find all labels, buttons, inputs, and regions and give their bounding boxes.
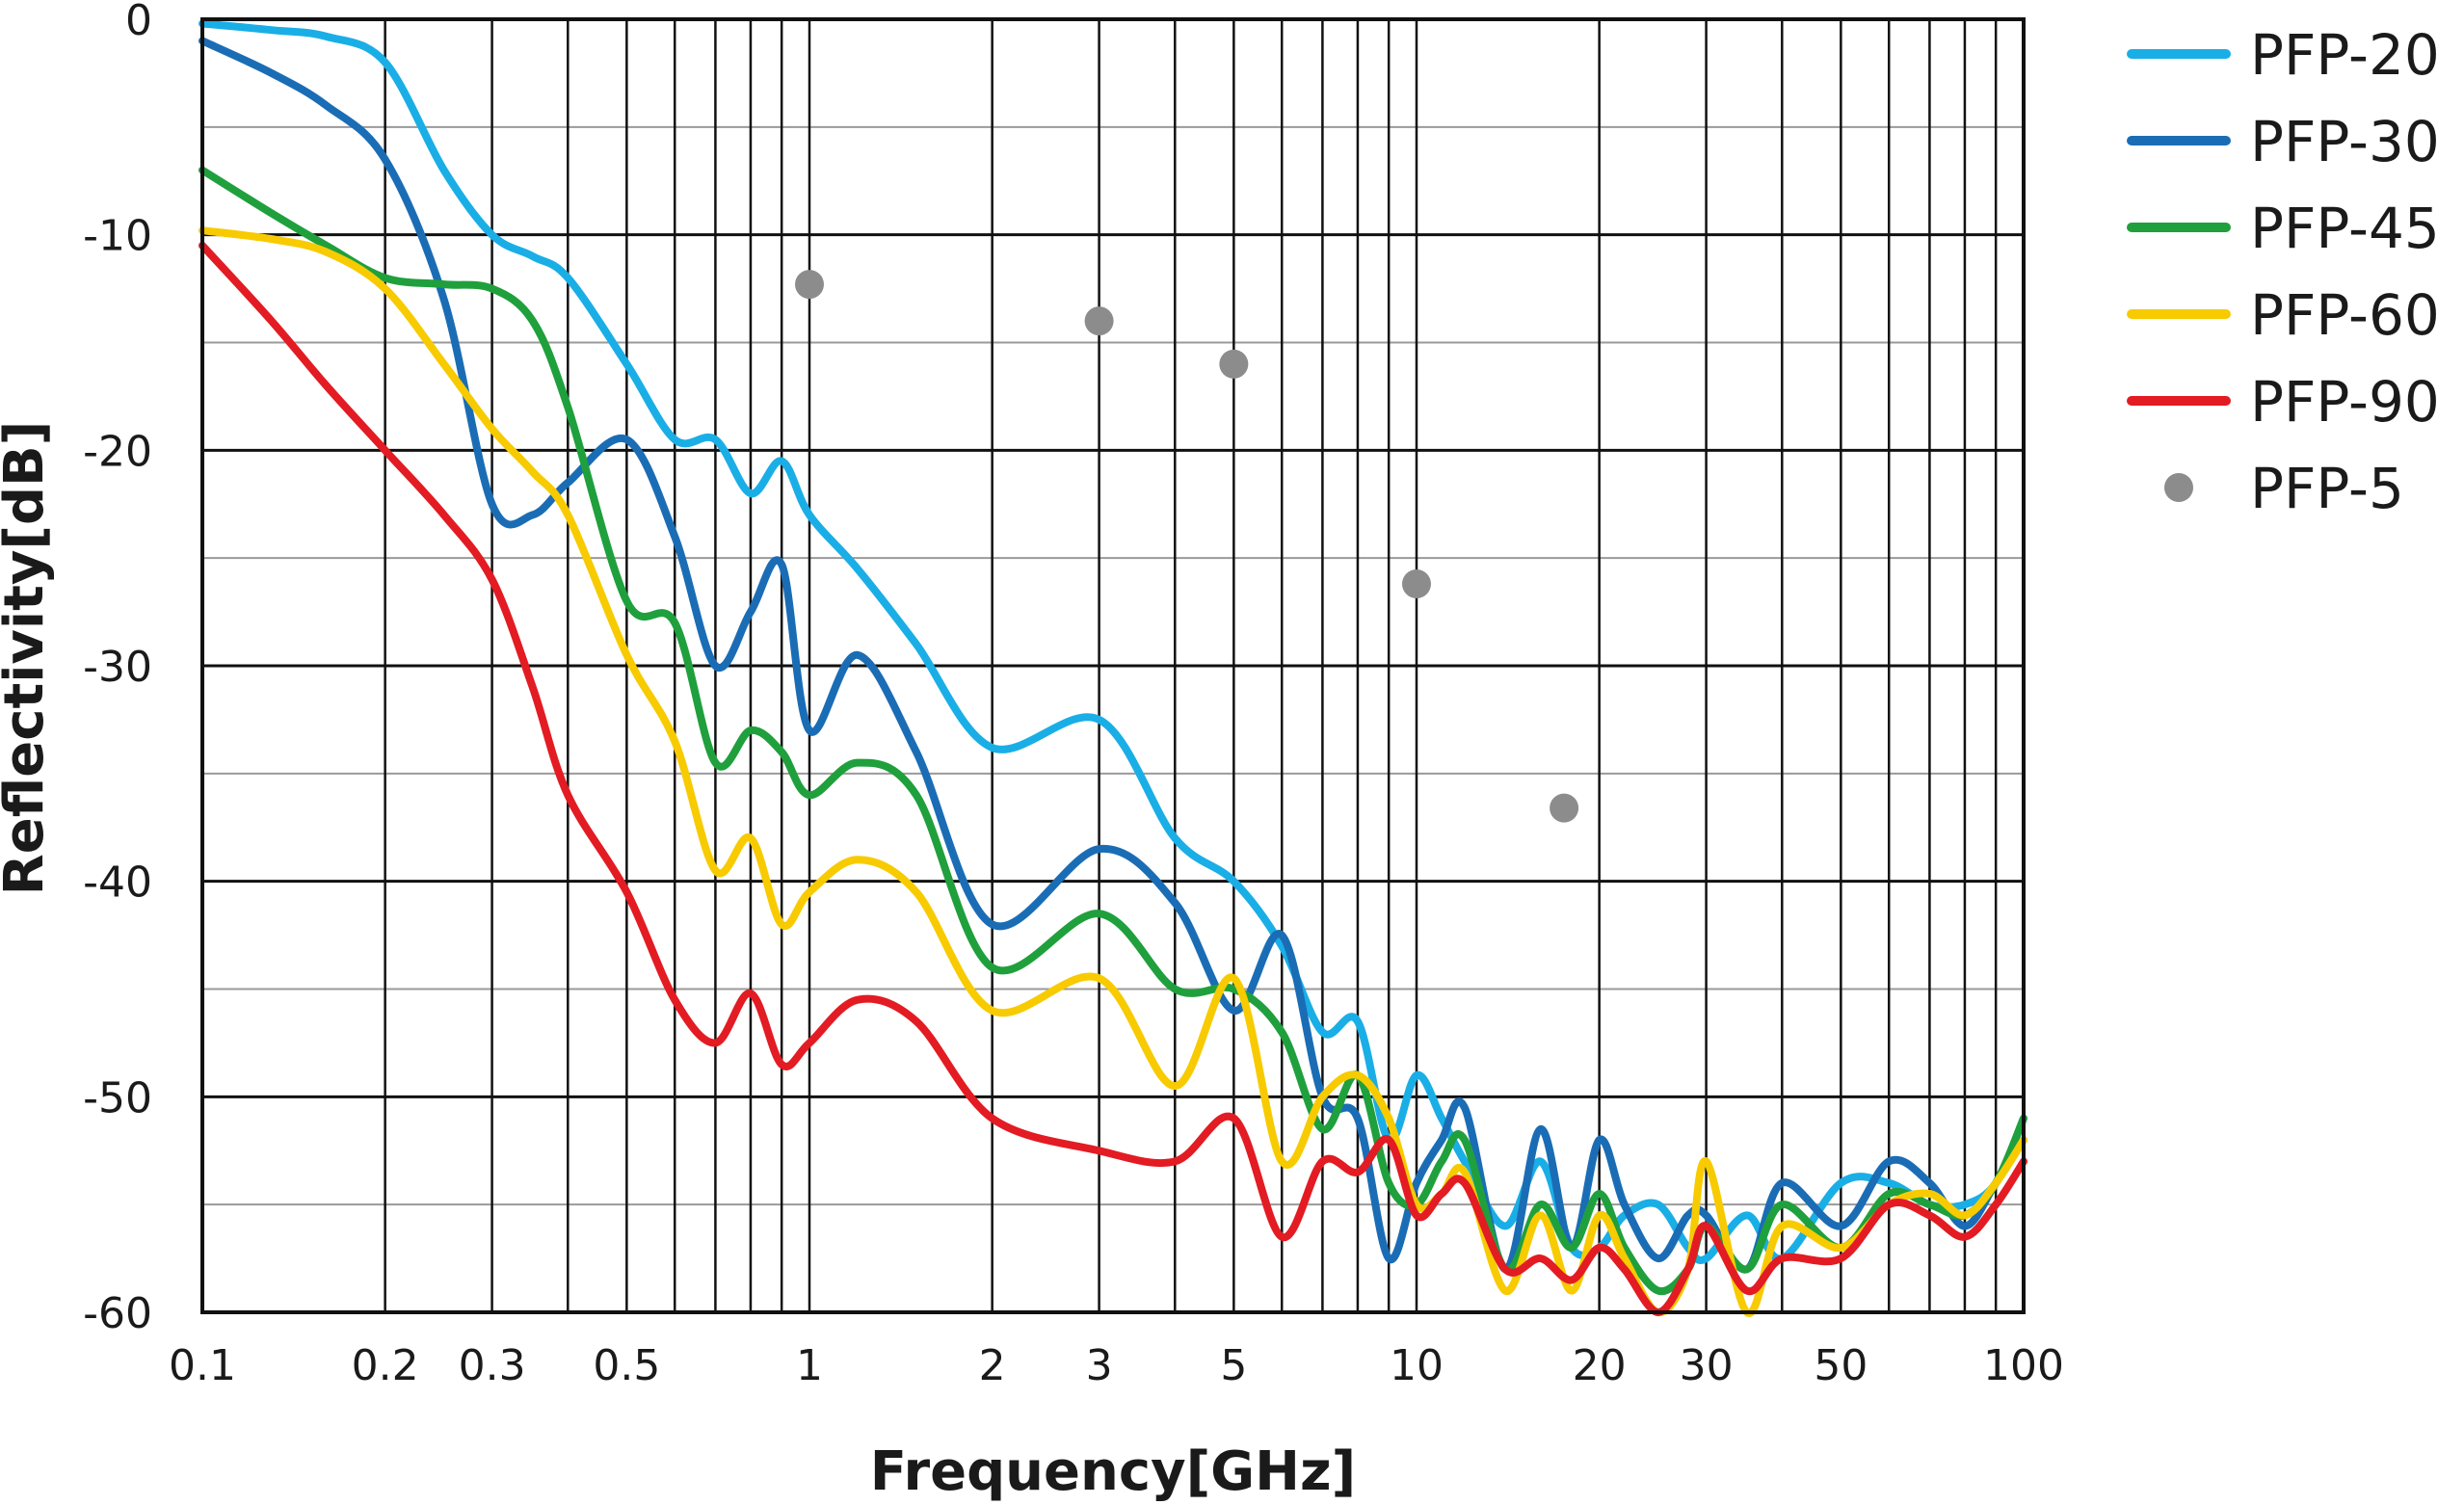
legend-entry: PFP-30 <box>2127 109 2440 174</box>
series-line <box>199 19 2027 1264</box>
x-tick-label: 20 <box>1573 1341 1627 1390</box>
x-tick-label: 10 <box>1390 1341 1444 1390</box>
data-point-marker <box>1219 349 1249 379</box>
legend-label: PFP-5 <box>2250 456 2404 521</box>
tick-labels: 0.1 0.2 0.3 0.5 1 2 3 5 10 20 30 50 100 0 -10 -20 -30 -40… <box>83 0 2064 1390</box>
plot-frame <box>200 17 2026 1314</box>
legend-label: PFP-30 <box>2250 109 2440 174</box>
x-tick-label: 0.2 <box>352 1341 419 1390</box>
x-tick-label: 0.1 <box>169 1341 236 1390</box>
y-tick-label: -60 <box>83 1289 152 1338</box>
x-tick-label: 5 <box>1220 1341 1247 1390</box>
y-tick-label: -30 <box>83 643 152 692</box>
grid <box>202 19 2024 1312</box>
series-line <box>199 226 2027 1317</box>
data-point-marker <box>795 270 824 300</box>
legend-entry: PFP-20 <box>2127 22 2440 88</box>
x-tick-label: 0.3 <box>459 1341 526 1390</box>
legend-marker <box>2164 473 2193 502</box>
legend-entry: PFP-90 <box>2127 369 2440 435</box>
legend-label: PFP-60 <box>2250 282 2440 348</box>
data-point-marker <box>1550 793 1579 823</box>
x-tick-label: 50 <box>1814 1341 1868 1390</box>
data-point-marker <box>1402 569 1431 599</box>
data-point-marker <box>1084 306 1114 336</box>
legend-label: PFP-20 <box>2250 22 2440 88</box>
legend-label: PFP-45 <box>2250 196 2440 261</box>
axes <box>200 17 2026 1314</box>
legend-entry: PFP-5 <box>2164 456 2404 521</box>
y-axis-title: Reflectivity[dB] <box>0 421 56 896</box>
x-axis-title: Frequency[GHz] <box>870 1440 1356 1503</box>
series-lines <box>199 19 2027 1317</box>
legend-entry: PFP-45 <box>2127 196 2440 261</box>
x-tick-label: 2 <box>979 1341 1006 1390</box>
series-line <box>199 241 2027 1316</box>
x-tick-label: 3 <box>1086 1341 1113 1390</box>
x-tick-label: 100 <box>1983 1341 2064 1390</box>
legend: PFP-20 PFP-30 PFP-45 PFP-60 PFP-90 PFP-5 <box>2127 22 2440 521</box>
x-tick-label: 1 <box>796 1341 823 1390</box>
legend-label: PFP-90 <box>2250 369 2440 435</box>
y-tick-label: -20 <box>83 427 152 476</box>
x-tick-label: 30 <box>1680 1341 1734 1390</box>
y-tick-label: -10 <box>83 212 152 261</box>
series-line <box>199 37 2027 1274</box>
x-tick-label: 0.5 <box>593 1341 660 1390</box>
y-tick-label: -50 <box>83 1073 152 1122</box>
series-markers <box>795 270 1579 823</box>
legend-entry: PFP-60 <box>2127 282 2440 348</box>
y-tick-label: 0 <box>125 0 152 45</box>
y-tick-label: -40 <box>83 858 152 908</box>
